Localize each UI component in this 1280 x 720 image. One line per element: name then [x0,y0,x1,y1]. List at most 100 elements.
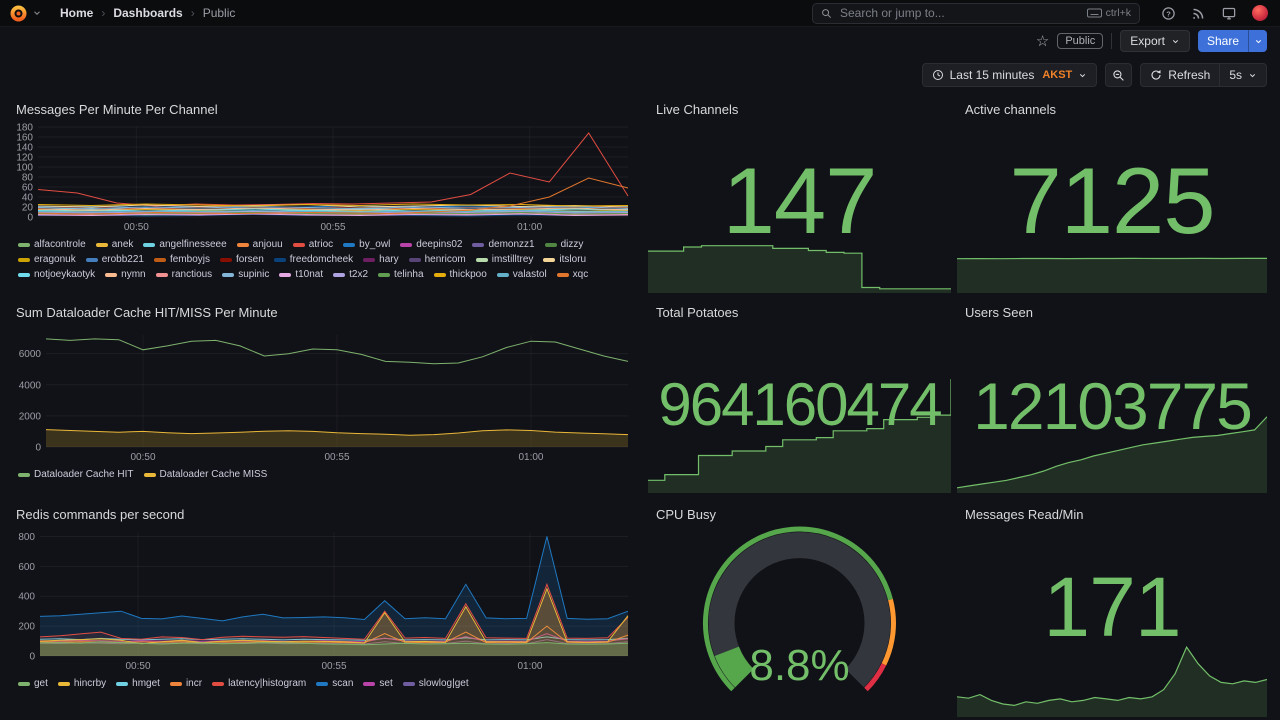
legend-item[interactable]: femboyjs [153,254,210,265]
legend-item[interactable]: notjoeykaotyk [18,269,95,280]
legend-item[interactable]: t2x2 [333,269,368,280]
legend-item[interactable]: deepins02 [400,239,462,250]
legend-item[interactable]: incr [169,678,202,689]
refresh-button[interactable]: Refresh [1141,64,1219,86]
legend-item[interactable]: get [18,678,48,689]
legend-item[interactable]: dizzy [544,239,583,250]
refresh-interval-picker[interactable]: 5s [1219,64,1266,86]
legend-item[interactable]: ranctious [155,269,213,280]
user-avatar[interactable] [1252,5,1268,21]
svg-text:00:50: 00:50 [126,661,151,672]
stat-value: 7125 [1009,148,1215,253]
keyboard-icon [1086,8,1102,18]
legend-item[interactable]: demonzz1 [472,239,535,250]
stat-sparkline [957,229,1267,293]
panel-messages-per-minute[interactable]: Messages Per Minute Per Channel 0 20 40 60 8… [8,96,638,296]
grafana-logo[interactable] [10,5,27,22]
legend-label: t10nat [295,269,324,280]
legend-item[interactable]: Dataloader Cache MISS [143,469,267,480]
panel-live-channels[interactable]: Live Channels 147 [648,96,951,293]
legend-swatch [236,242,249,247]
toolbar-divider [1111,33,1113,49]
legend-item[interactable]: hary [363,254,399,265]
legend-label: valastol [512,269,547,280]
zoom-out-icon [1113,69,1125,81]
legend-item[interactable]: supinic [222,269,269,280]
legend-item[interactable]: hincrby [57,678,106,689]
monitor-icon[interactable] [1221,6,1237,21]
legend-item[interactable]: henricom [408,254,466,265]
sparkline-svg [957,257,1267,293]
export-button[interactable]: Export [1120,30,1190,52]
legend-item[interactable]: slowlog|get [402,678,469,689]
panel-title: Messages Per Minute Per Channel [16,102,218,117]
chart-svg: 0 2000 4000 6000 00:50 00:55 01:00 [19,335,629,463]
legend-item[interactable]: Dataloader Cache HIT [18,469,134,480]
legend-item[interactable]: hmget [116,678,160,689]
zoom-out-time-button[interactable] [1105,63,1133,87]
panel-title: Active channels [965,102,1057,117]
legend-item[interactable]: atrioc [292,239,333,250]
svg-text:600: 600 [18,562,35,573]
legend-item[interactable]: xqc [556,269,589,280]
legend-item[interactable]: nymn [105,269,146,280]
timeseries-chart: 0 2000 4000 6000 00:50 00:55 01:00 [10,330,638,464]
legend-label: set [379,678,393,689]
panel-dataloader-cache[interactable]: Sum Dataloader Cache HIT/MISS Per Minute… [8,299,638,499]
favorite-star-icon[interactable]: ☆ [1035,32,1050,50]
legend-item[interactable]: angelfinesseee [143,239,227,250]
legend-label: get [34,678,48,689]
legend-swatch [363,681,376,686]
panel-cpu-busy[interactable]: CPU Busy 8.8% [648,501,951,719]
breadcrumb-home[interactable]: Home [60,6,94,20]
search-box[interactable]: ctrl+k [812,2,1140,24]
legend-item[interactable]: by_owl [343,239,390,250]
legend-swatch [408,257,421,262]
legend-item[interactable]: anjouu [236,239,283,250]
legend-item[interactable]: telinha [378,269,424,280]
legend-item[interactable]: imstilltrey [475,254,533,265]
chart-legend: get hincrby hmget incr latency|histogram scan… [8,673,638,689]
legend-label: ranctious [171,269,213,280]
legend-item[interactable]: scan [316,678,353,689]
legend-item[interactable]: thickpoo [433,269,487,280]
legend-item[interactable]: eragonuk [18,254,76,265]
help-icon[interactable]: ? [1161,6,1176,21]
search-input[interactable] [838,5,1081,21]
share-dropdown-caret[interactable] [1248,30,1267,52]
panel-title: Sum Dataloader Cache HIT/MISS Per Minute [16,305,278,320]
breadcrumb-dashboards[interactable]: Dashboards [113,6,183,20]
legend-swatch [143,242,156,247]
legend-item[interactable]: forsen [219,254,264,265]
svg-text:01:00: 01:00 [517,222,542,233]
svg-text:00:50: 00:50 [124,222,149,233]
chevron-down-icon[interactable] [32,8,42,18]
legend-item[interactable]: anek [95,239,133,250]
legend-item[interactable]: latency|histogram [212,678,306,689]
legend-item[interactable]: t10nat [279,269,323,280]
legend-item[interactable]: freedomcheek [273,254,353,265]
legend-item[interactable]: erobb221 [85,254,144,265]
legend-swatch [153,257,166,262]
chevron-down-icon [1080,73,1086,77]
legend-item[interactable]: valastol [496,269,547,280]
breadcrumb-separator: › [101,6,106,20]
time-range-picker[interactable]: Last 15 minutes AKST [921,63,1098,87]
dashboard-toolbar: ☆ Public Export Share [0,27,1280,55]
news-rss-icon[interactable] [1191,6,1206,21]
share-button[interactable]: Share [1197,30,1248,52]
gauge-chart: 8.8% [648,517,951,717]
legend-label: xqc [572,269,589,280]
panel-active-channels[interactable]: Active channels 7125 [957,96,1267,293]
panel-total-potatoes[interactable]: Total Potatoes 964160474 [648,299,951,495]
legend-swatch [556,272,569,277]
breadcrumb-current-page: Public [202,6,236,20]
panel-redis-commands[interactable]: Redis commands per second 0 200 400 600 800 0… [8,501,638,717]
panel-messages-read[interactable]: Messages Read/Min 171 [957,501,1267,719]
legend-swatch [363,257,376,262]
legend-item[interactable]: set [363,678,393,689]
legend-item[interactable]: alfacontrole [18,239,86,250]
panel-users-seen[interactable]: Users Seen 12103775 [957,299,1267,495]
breadcrumb-separator: › [190,6,195,20]
legend-item[interactable]: itsloru [543,254,586,265]
